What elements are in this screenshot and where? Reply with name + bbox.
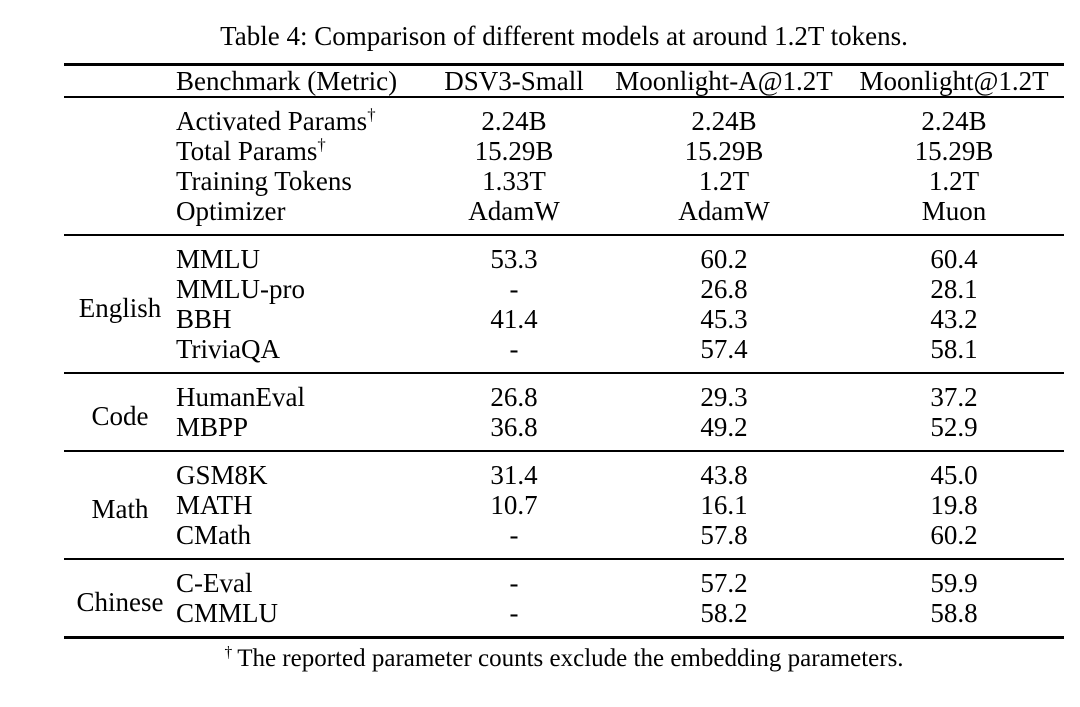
value-cell: - (424, 558, 604, 598)
value-cell: 53.3 (424, 234, 604, 274)
value-cell: 1.33T (482, 166, 546, 196)
value-cell: 57.4 (700, 334, 748, 364)
value-cell: 60.2 (604, 234, 844, 274)
value-cell: 2.24B (844, 96, 1064, 136)
value-cell: 49.2 (700, 412, 748, 442)
value-cell: 52.9 (930, 412, 978, 442)
benchmark-label: Activated Params† (176, 96, 424, 136)
section-code: Code HumanEval 26.8 29.3 37.2 MBPP 36.8 … (64, 372, 1064, 451)
benchmark-label: MMLU (176, 234, 424, 274)
header-model-dsv3-small: DSV3-Small (424, 63, 604, 98)
benchmark-label: MATH (176, 490, 253, 520)
table-row: Optimizer AdamW AdamW Muon (64, 196, 1064, 235)
dagger-icon: † (224, 643, 233, 661)
value-cell: 15.29B (474, 136, 554, 166)
table-row: BBH 41.4 45.3 43.2 (64, 304, 1064, 334)
dagger-icon: † (367, 105, 376, 124)
dagger-icon: † (317, 135, 326, 154)
value-cell: 41.4 (490, 304, 538, 334)
value-cell: 59.9 (844, 558, 1064, 598)
value-cell: 1.2T (928, 166, 980, 196)
table-row: Total Params† 15.29B 15.29B 15.29B (64, 136, 1064, 166)
header-benchmark: Benchmark (Metric) (176, 63, 424, 98)
table-figure: Table 4: Comparison of different models … (64, 21, 1064, 673)
value-cell: 45.0 (844, 450, 1064, 490)
benchmark-label: Optimizer (176, 196, 286, 226)
table-row: Activated Params† 2.24B 2.24B 2.24B (64, 96, 1064, 235)
value-cell: 57.8 (700, 520, 748, 550)
comparison-table: Benchmark (Metric) DSV3-Small Moonlight-… (64, 63, 1064, 639)
benchmark-label: C-Eval (176, 558, 424, 598)
section-chinese: Chinese C-Eval - 57.2 59.9 CMMLU - 58.2 … (64, 558, 1064, 638)
value-cell: 26.8 (700, 274, 748, 304)
value-cell: 43.2 (930, 304, 978, 334)
value-cell: 31.4 (424, 450, 604, 490)
value-cell: 60.4 (844, 234, 1064, 274)
table-row: MBPP 36.8 49.2 52.9 (64, 412, 1064, 451)
group-label-math: Math (64, 450, 176, 559)
table-footnote: † The reported parameter counts exclude t… (64, 644, 1064, 673)
value-cell: - (509, 520, 519, 550)
section-params: Activated Params† 2.24B 2.24B 2.24B Tota… (64, 96, 1064, 235)
value-cell: 2.24B (424, 96, 604, 136)
value-cell: 19.8 (930, 490, 978, 520)
value-cell: 28.1 (930, 274, 978, 304)
value-cell: 58.2 (700, 598, 748, 628)
section-math: Math GSM8K 31.4 43.8 45.0 MATH 10.7 16.1… (64, 450, 1064, 559)
value-cell: AdamW (678, 196, 770, 226)
group-label-chinese: Chinese (64, 558, 176, 638)
table-caption: Table 4: Comparison of different models … (220, 21, 908, 51)
value-cell: 2.24B (604, 96, 844, 136)
table-row: Code HumanEval 26.8 29.3 37.2 (64, 372, 1064, 451)
benchmark-label: Training Tokens (176, 166, 352, 196)
group-label-english: English (64, 234, 176, 373)
value-cell: 43.8 (604, 450, 844, 490)
table-row: MMLU-pro - 26.8 28.1 (64, 274, 1064, 304)
value-cell: 1.2T (698, 166, 750, 196)
group-label-params (64, 96, 176, 235)
header-model-moonlight: Moonlight@1.2T (844, 63, 1064, 98)
benchmark-label: CMath (176, 520, 252, 550)
table-row: Chinese C-Eval - 57.2 59.9 (64, 558, 1064, 638)
value-cell: - (509, 274, 519, 304)
group-label-code: Code (64, 372, 176, 451)
table-row: English MMLU 53.3 60.2 60.4 (64, 234, 1064, 373)
benchmark-label: TriviaQA (176, 334, 281, 364)
benchmark-label: HumanEval (176, 372, 424, 412)
header-group-spacer (64, 63, 176, 98)
value-cell: 36.8 (490, 412, 538, 442)
footnote-text: The reported parameter counts exclude th… (237, 645, 904, 672)
benchmark-label: BBH (176, 304, 232, 334)
benchmark-label: Total Params† (176, 135, 326, 166)
table-row: Training Tokens 1.33T 1.2T 1.2T (64, 166, 1064, 196)
value-cell: - (509, 598, 519, 628)
value-cell: 29.3 (604, 372, 844, 412)
value-cell: AdamW (468, 196, 560, 226)
table-row: TriviaQA - 57.4 58.1 (64, 334, 1064, 373)
table-row: CMath - 57.8 60.2 (64, 520, 1064, 559)
benchmark-label: MMLU-pro (176, 274, 305, 304)
table-row: Math GSM8K 31.4 43.8 45.0 (64, 450, 1064, 559)
table-row: CMMLU - 58.2 58.8 (64, 598, 1064, 638)
section-english: English MMLU 53.3 60.2 60.4 MMLU-pro - 2… (64, 234, 1064, 373)
table-header-row: Benchmark (Metric) DSV3-Small Moonlight-… (64, 63, 1064, 98)
value-cell: 45.3 (700, 304, 748, 334)
value-cell: 15.29B (914, 136, 994, 166)
benchmark-label: GSM8K (176, 450, 424, 490)
table-row: MATH 10.7 16.1 19.8 (64, 490, 1064, 520)
value-cell: 26.8 (424, 372, 604, 412)
benchmark-label: CMMLU (176, 598, 279, 628)
value-cell: Muon (921, 196, 987, 226)
value-cell: 57.2 (604, 558, 844, 598)
benchmark-label: MBPP (176, 412, 249, 442)
value-cell: 58.1 (930, 334, 978, 364)
value-cell: 58.8 (930, 598, 978, 628)
value-cell: 15.29B (684, 136, 764, 166)
header-model-moonlight-a: Moonlight-A@1.2T (604, 63, 844, 98)
value-cell: 10.7 (490, 490, 538, 520)
value-cell: 37.2 (844, 372, 1064, 412)
value-cell: - (509, 334, 519, 364)
value-cell: 16.1 (700, 490, 748, 520)
value-cell: 60.2 (930, 520, 978, 550)
